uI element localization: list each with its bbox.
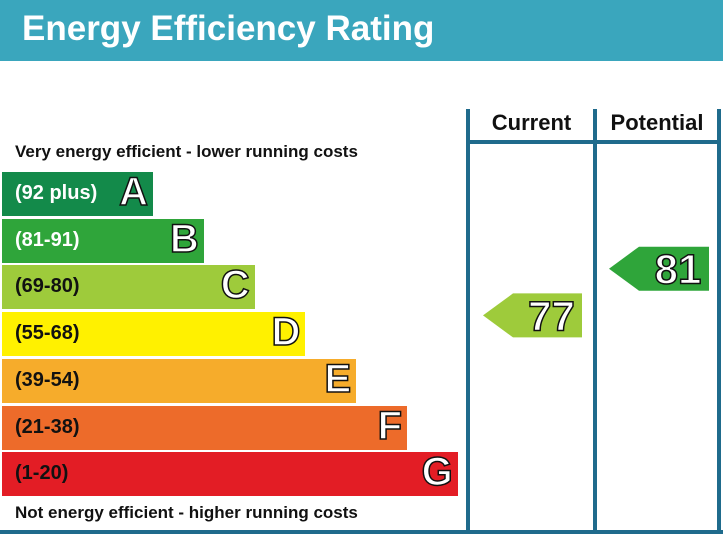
band-f: (21-38) F (2, 403, 407, 450)
band-letter: A (118, 169, 148, 215)
inefficient-note: Not energy efficient - higher running co… (15, 503, 358, 522)
band-letter: G (421, 449, 454, 495)
band-a: (92 plus) A (2, 169, 153, 216)
band-range-label: (81-91) (15, 228, 80, 251)
current-column-header: Current (491, 110, 572, 135)
band-range-label: (55-68) (15, 322, 80, 345)
column-divider-middle (593, 109, 597, 534)
column-divider-left (466, 109, 470, 534)
band-range-label: (1-20) (15, 462, 69, 485)
efficient-note: Very energy efficient - lower running co… (15, 142, 358, 161)
potential-rating-arrow: 81 (609, 245, 709, 293)
band-g: (1-20) G (2, 449, 458, 497)
band-letter: F (377, 403, 403, 449)
potential-rating-arrow-shape (609, 246, 709, 291)
band-d: (55-68) D (2, 309, 306, 357)
potential-rating-value: 81 (655, 246, 702, 293)
column-divider-right (717, 109, 721, 534)
band-letter: E (324, 356, 352, 402)
bottom-rule (0, 530, 723, 534)
column-header-rule (466, 140, 721, 144)
current-rating-arrow-shape (483, 293, 582, 338)
band-b: (81-91) B (2, 216, 204, 263)
band-range-label: (39-54) (15, 368, 80, 391)
band-range-label: (69-80) (15, 275, 80, 298)
page-title: Energy Efficiency Rating (22, 9, 435, 48)
band-letter: D (271, 309, 301, 355)
band-range-label: (21-38) (15, 415, 80, 438)
band-c: (69-80) C (2, 263, 255, 310)
band-range-label: (92 plus) (15, 182, 98, 204)
band-letter: B (169, 216, 199, 262)
band-e: (39-54) E (2, 356, 357, 403)
band-letter: C (220, 263, 250, 309)
current-rating-value: 77 (528, 292, 575, 339)
current-rating-arrow: 77 (483, 292, 582, 340)
potential-column-header: Potential (610, 110, 704, 135)
header-bar: Energy Efficiency Rating (0, 0, 723, 61)
